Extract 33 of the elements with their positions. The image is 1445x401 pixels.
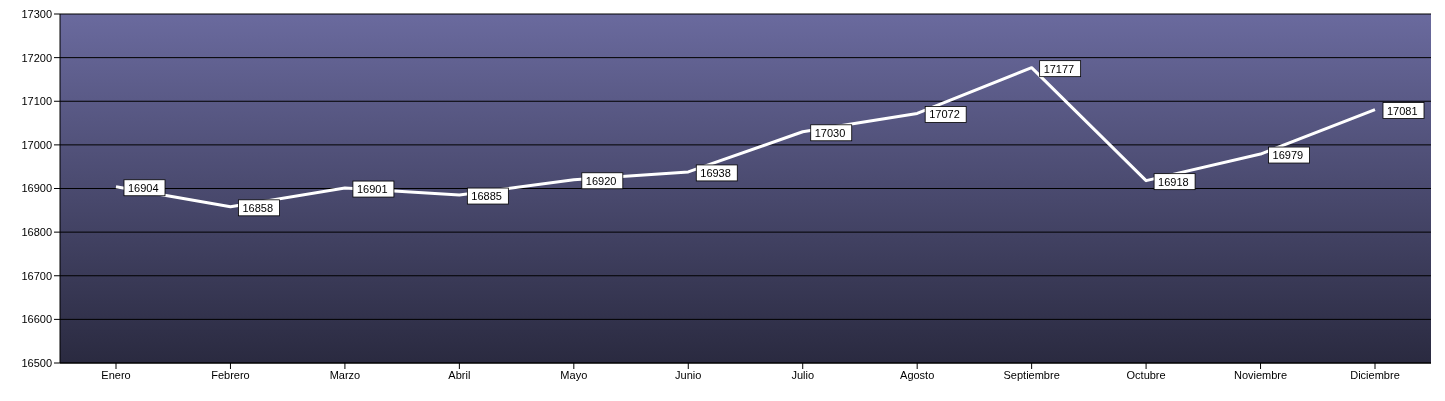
- data-label: 16901: [356, 183, 388, 196]
- x-tick-label: Febrero: [211, 368, 250, 381]
- y-tick-label: 16800: [21, 226, 52, 239]
- x-tick-label: Enero: [101, 368, 131, 381]
- data-label: 16904: [128, 181, 159, 194]
- data-label: 17072: [929, 108, 960, 121]
- x-tick-label: Julio: [791, 368, 815, 381]
- y-tick-label: 17300: [21, 7, 52, 20]
- data-label: 17081: [1387, 104, 1418, 117]
- x-tick-label: Abril: [448, 368, 471, 381]
- data-label: 16920: [585, 174, 617, 187]
- x-tick-label: Octubre: [1126, 368, 1166, 381]
- data-label: 16885: [471, 190, 502, 203]
- x-tick-label: Marzo: [329, 368, 361, 381]
- y-tick-label: 16600: [21, 313, 52, 326]
- y-tick-label: 16900: [21, 182, 52, 195]
- data-label: 17177: [1043, 62, 1075, 75]
- data-label: 16858: [242, 201, 274, 214]
- y-tick-label: 16700: [21, 269, 52, 282]
- y-tick-label: 17000: [21, 138, 52, 151]
- data-label: 17030: [814, 126, 846, 139]
- data-label: 16918: [1158, 175, 1189, 188]
- y-tick-label: 16500: [21, 356, 52, 369]
- x-tick-label: Diciembre: [1350, 368, 1400, 381]
- x-tick-label: Agosto: [900, 368, 935, 381]
- y-tick-label: 17200: [21, 51, 52, 64]
- data-label: 16938: [700, 166, 731, 179]
- x-tick-label: Septiembre: [1003, 368, 1060, 381]
- x-tick-label: Noviembre: [1233, 368, 1288, 381]
- x-tick-label: Junio: [675, 368, 702, 381]
- y-tick-label: 17100: [21, 95, 52, 108]
- x-tick-label: Mayo: [560, 368, 588, 381]
- data-label: 16979: [1272, 149, 1304, 162]
